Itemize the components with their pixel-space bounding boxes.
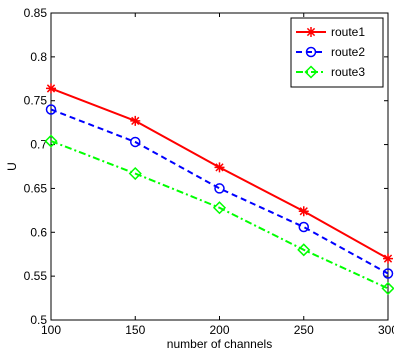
y-tick-label: 0.5	[30, 313, 47, 327]
data-point-route3	[212, 201, 227, 215]
series-layer	[44, 83, 394, 295]
y-tick-label: 0.8	[30, 50, 47, 64]
y-tick-label: 0.55	[24, 269, 48, 283]
y-tick-label: 0.7	[30, 138, 47, 152]
data-point-route3	[128, 166, 142, 181]
data-point-route3	[381, 281, 394, 295]
x-tick-label: 300	[378, 323, 394, 337]
data-point-route1	[298, 206, 309, 217]
axis-ticks: 100 150 200 250 300 0.5 0.55 0.6 0.65 0.7 0.75 0.8 0…	[24, 6, 394, 337]
data-point-route2	[45, 104, 57, 115]
legend-entry-route3: route3	[296, 65, 365, 79]
series-line-route3	[50, 140, 389, 290]
series-route1	[46, 83, 393, 264]
data-point-route1	[383, 253, 393, 264]
legend-entry-route1: route1	[296, 25, 365, 39]
x-tick-label: 150	[125, 323, 145, 337]
legend-label: route2	[331, 45, 365, 59]
data-point-route2	[214, 183, 225, 194]
data-point-route3	[44, 134, 58, 148]
legend-entry-route2: route2	[296, 45, 365, 59]
y-axis-label: U	[5, 162, 19, 171]
y-tick-label: 0.85	[24, 6, 48, 20]
series-route2	[45, 104, 394, 279]
data-point-route2	[382, 268, 394, 279]
legend-label: route3	[331, 65, 365, 79]
y-tick-label: 0.6	[30, 225, 47, 239]
legend: route1 route2 route3	[290, 17, 384, 88]
legend-marker	[305, 46, 317, 58]
data-point-route2	[130, 136, 141, 148]
y-tick-label: 0.75	[24, 94, 48, 108]
data-point-route1	[130, 115, 141, 126]
data-point-route1	[214, 162, 225, 173]
data-point-route1	[46, 83, 56, 94]
x-tick-label: 200	[209, 323, 229, 337]
y-tick-label: 0.65	[24, 181, 48, 195]
series-route3	[44, 134, 394, 295]
series-line-route2	[50, 108, 389, 275]
legend-marker	[306, 27, 316, 37]
legend-marker	[304, 65, 318, 79]
legend-label: route1	[331, 25, 365, 39]
x-axis-label: number of channels	[167, 337, 272, 351]
x-tick-label: 250	[294, 323, 314, 337]
x-tick-label: 100	[41, 323, 61, 337]
data-point-route3	[297, 243, 311, 257]
data-point-route2	[298, 221, 309, 233]
